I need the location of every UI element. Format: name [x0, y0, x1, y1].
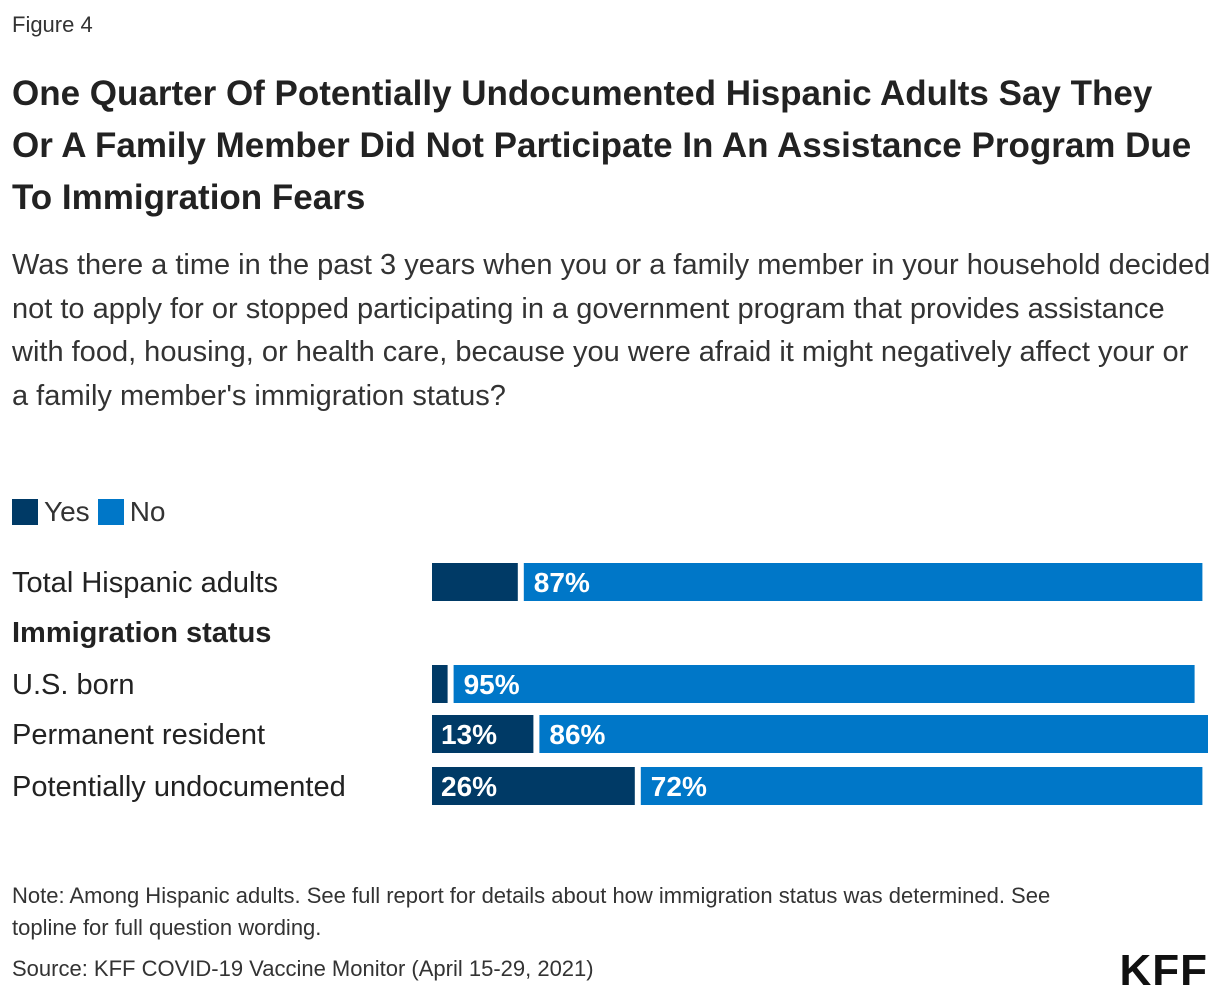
category-label-total-hispanic-adults: Total Hispanic adults	[12, 567, 278, 599]
legend-item-yes: Yes	[12, 496, 90, 528]
data-label-no-potentially-undocumented: 72%	[651, 771, 707, 802]
category-label-potentially-undocumented: Potentially undocumented	[12, 771, 346, 803]
figure-label: Figure 4	[12, 12, 93, 37]
category-label-permanent-resident: Permanent resident	[12, 719, 265, 751]
legend-label-yes: Yes	[44, 496, 90, 527]
bar-yes-permanent-resident	[432, 715, 534, 753]
kff-logo: KFF	[1119, 946, 1208, 995]
bar-no-permanent-resident	[539, 715, 1208, 753]
legend-swatch-yes	[12, 499, 38, 525]
category-label-u-s-born: U.S. born	[12, 669, 135, 701]
legend-label-no: No	[129, 496, 166, 527]
bar-yes-u-s-born	[432, 665, 448, 703]
legend-swatch-no	[97, 499, 124, 525]
bar-yes-total-hispanic-adults	[432, 563, 518, 601]
chart-subtitle: Was there a time in the past 3 years whe…	[12, 249, 1211, 412]
data-label-yes-permanent-resident: 13%	[441, 719, 497, 750]
data-label-no-u-s-born: 95%	[464, 669, 520, 700]
bar-chart: Total Hispanic adults 87% Immigration stat…	[12, 563, 1208, 805]
chart-legend: Yes No	[12, 494, 173, 530]
bar-yes-potentially-undocumented	[432, 767, 635, 805]
data-label-no-permanent-resident: 86%	[549, 719, 605, 750]
bar-no-total-hispanic-adults	[523, 563, 1203, 601]
bar-no-u-s-born	[453, 665, 1195, 703]
group-header-immigration-status: Immigration status	[12, 617, 271, 649]
chart-source: Source: KFF COVID-19 Vaccine Monitor (Ap…	[12, 956, 594, 981]
data-label-yes-potentially-undocumented: 26%	[441, 771, 497, 802]
data-label-no-total-hispanic-adults: 87%	[534, 567, 590, 598]
legend-item-no: No	[97, 496, 166, 528]
chart-note: Note: Among Hispanic adults. See full re…	[12, 883, 1051, 940]
bar-no-potentially-undocumented	[640, 767, 1203, 805]
chart-title: One Quarter Of Potentially Undocumented …	[12, 74, 1192, 217]
